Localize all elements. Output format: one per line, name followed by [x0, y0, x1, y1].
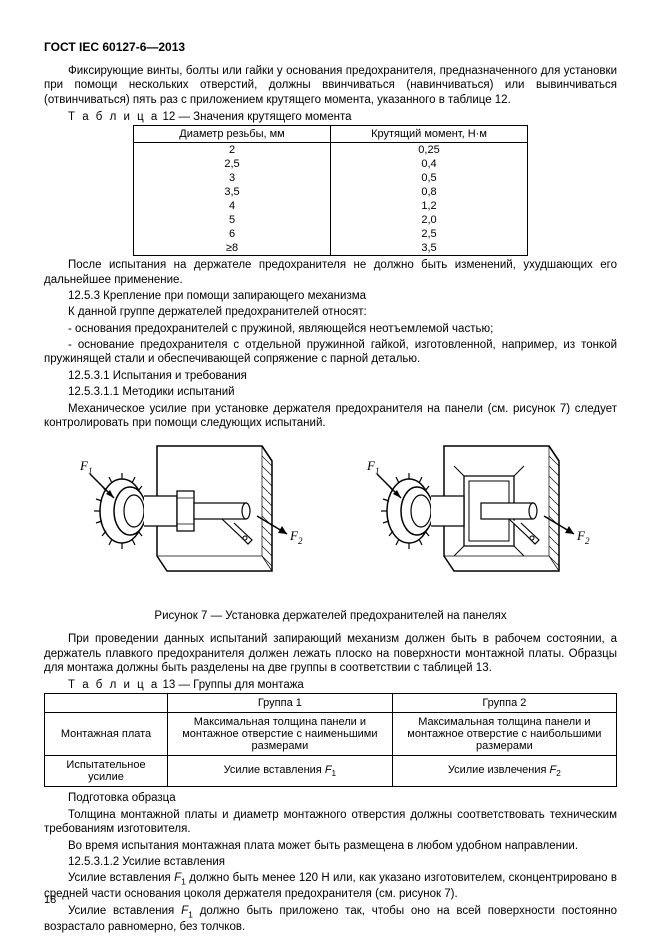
- t12-cell: 5: [134, 213, 331, 227]
- table12-caption: Т а б л и ц а 12 — Значения крутящего мо…: [44, 111, 617, 123]
- standard-code: ГОСТ IEC 60127-6—2013: [44, 40, 617, 54]
- para-14: 12.5.3.1.2 Усилие вставления: [44, 855, 617, 869]
- t12-h2: Крутящий момент, Н·м: [331, 126, 528, 143]
- table13-caption: Т а б л и ц а 13 — Группы для монтажа: [44, 679, 617, 691]
- t12-cell: 0,25: [331, 143, 528, 158]
- para-10: При проведении данных испытаний запирающ…: [44, 632, 617, 675]
- para-11: Подготовка образца: [44, 791, 617, 805]
- para-6: - основание предохранителя с отдельной п…: [44, 338, 617, 367]
- figure-7-left: F 1 F 2: [62, 436, 312, 606]
- t13-r2-g2: Усилие извлечения F2: [392, 756, 616, 787]
- table-12: Диаметр резьбы, мм Крутящий момент, Н·м …: [133, 125, 528, 256]
- t13-r1-label: Монтажная плата: [45, 713, 168, 756]
- svg-text:1: 1: [375, 466, 380, 476]
- t13-h-g2: Группа 2: [392, 694, 616, 713]
- para-3: 12.5.3 Крепление при помощи запирающего …: [44, 289, 617, 303]
- para-12: Толщина монтажной платы и диаметр монтаж…: [44, 808, 617, 837]
- para-7: 12.5.3.1 Испытания и требования: [44, 369, 617, 383]
- t13-h-g1: Группа 1: [168, 694, 393, 713]
- t12-cell: 0,8: [331, 185, 528, 199]
- t12-cell: 2,0: [331, 213, 528, 227]
- para-4: К данной группе держателей предохранител…: [44, 305, 617, 319]
- para-1: Фиксирующие винты, болты или гайки у осн…: [44, 64, 617, 107]
- t12-cell: 0,4: [331, 157, 528, 171]
- t12-cell: 4: [134, 199, 331, 213]
- svg-text:1: 1: [88, 466, 93, 476]
- t12-cell: 3,5: [134, 185, 331, 199]
- t12-cell: 3,5: [331, 241, 528, 256]
- t13-r2-label: Испытательное усилие: [45, 756, 168, 787]
- t12-cell: 3: [134, 171, 331, 185]
- para-15: Усилие вставления F1 должно быть менее 1…: [44, 871, 617, 901]
- t12-cell: 1,2: [331, 199, 528, 213]
- para-8: 12.5.3.1.1 Методики испытаний: [44, 385, 617, 399]
- t13-r1-g2: Максимальная толщина панели и монтажное …: [392, 713, 616, 756]
- svg-text:2: 2: [298, 536, 303, 546]
- t13-empty: [45, 694, 168, 713]
- para-9: Механическое усилие при установке держат…: [44, 402, 617, 431]
- para-16: Усилие вставления F1 должно быть приложе…: [44, 904, 617, 934]
- figure-7-caption: Рисунок 7 — Установка держателей предохр…: [44, 610, 617, 622]
- t12-cell: 2: [134, 143, 331, 158]
- t12-cell: 0,5: [331, 171, 528, 185]
- t12-cell: ≥8: [134, 241, 331, 256]
- t12-cell: 6: [134, 227, 331, 241]
- para-13: Во время испытания монтажная плата может…: [44, 839, 617, 853]
- para-5: - основания предохранителей с пружиной, …: [44, 322, 617, 336]
- t12-cell: 2,5: [134, 157, 331, 171]
- figure-7: F 1 F 2: [44, 436, 617, 606]
- figure-7-right: F 1 F 2: [349, 436, 599, 606]
- t13-r2-g1: Усилие вставления F1: [168, 756, 393, 787]
- svg-text:2: 2: [585, 536, 590, 546]
- t12-cell: 2,5: [331, 227, 528, 241]
- para-2: После испытания на держателе предохранит…: [44, 258, 617, 287]
- table-13: Группа 1 Группа 2 Монтажная плата Максим…: [44, 693, 617, 787]
- page-number: 18: [44, 894, 56, 906]
- t13-r1-g1: Максимальная толщина панели и монтажное …: [168, 713, 393, 756]
- t12-h1: Диаметр резьбы, мм: [134, 126, 331, 143]
